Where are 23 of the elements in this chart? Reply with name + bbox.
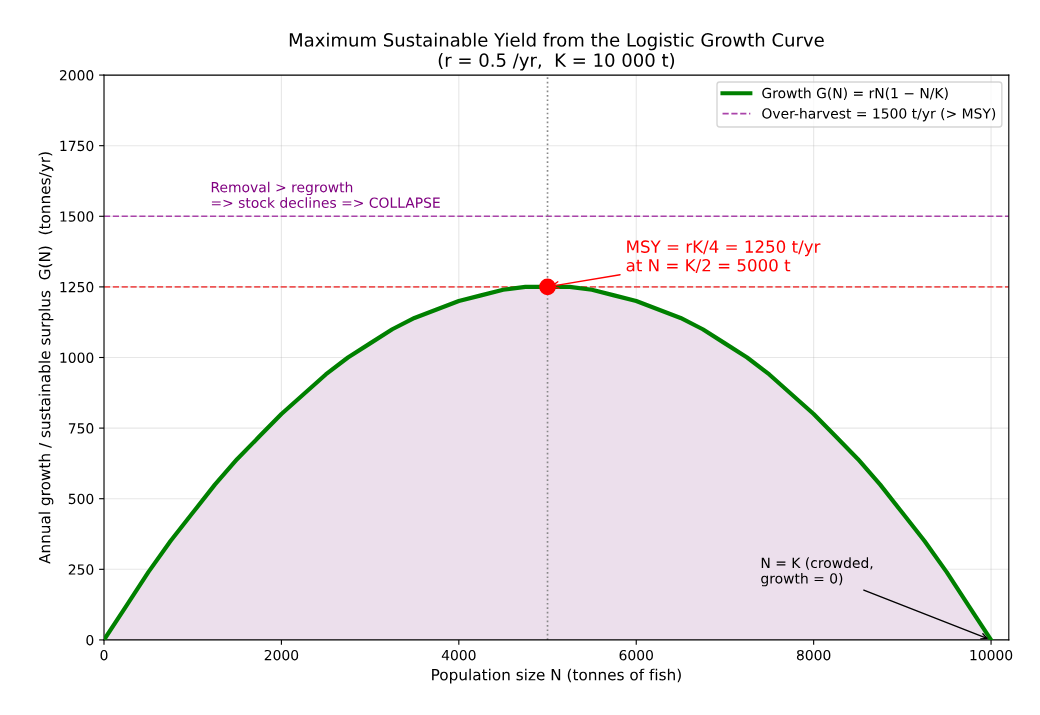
x-tick-label: 6000 xyxy=(619,649,653,661)
y-axis-title: Annual growth / sustainable surplus G(N) (tonnes/yr) xyxy=(38,152,54,564)
y-tick-label: 0 xyxy=(86,634,94,646)
x-tick-label: 4000 xyxy=(441,649,476,661)
x-tick-label: 10000 xyxy=(970,649,1013,661)
y-tick-label: 500 xyxy=(68,493,94,505)
y-tick-label: 1000 xyxy=(60,352,94,363)
x-tick-label: 0 xyxy=(100,649,108,661)
y-tick-label: 2000 xyxy=(59,70,94,81)
y-tick-label: 1500 xyxy=(60,211,94,222)
y-tick-label: 1750 xyxy=(60,140,94,152)
chart-title: Maximum Sustainable Yield from the Logistic Growth Curve (r = 0.5 /yr, K = 10 000 t) xyxy=(289,32,824,71)
legend-label: Over-harvest = 1500 t/yr (> MSY) xyxy=(762,107,996,122)
y-tick-label: 750 xyxy=(68,423,94,434)
annotation: MSY = rK/4 = 1250 t/yr at N = K/2 = 5000 t xyxy=(626,240,821,273)
annotation: N = K (crowded, growth = 0) xyxy=(761,557,873,587)
y-tick-label: 1250 xyxy=(60,281,94,293)
x-axis-title: Population size N (tonnes of fish) xyxy=(432,668,681,684)
y-tick-label: 250 xyxy=(68,564,94,575)
annotation: Removal > regrowth => stock declines => COLLAPSE xyxy=(211,181,440,208)
legend-label: Growth G(N) = rN(1 − N/K) xyxy=(762,87,948,100)
x-tick-label: 8000 xyxy=(796,649,831,661)
x-tick-label: 2000 xyxy=(264,649,299,661)
